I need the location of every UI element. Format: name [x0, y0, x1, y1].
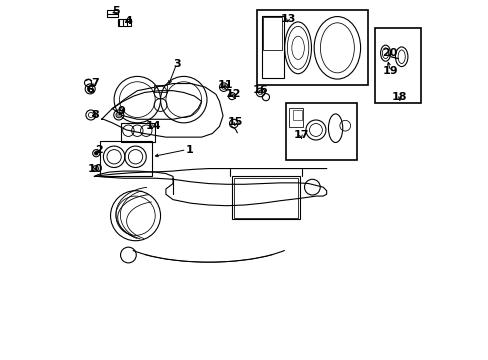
Bar	[292, 110, 301, 120]
Bar	[263, 18, 282, 50]
Bar	[231, 176, 299, 219]
Text: 15: 15	[227, 117, 243, 127]
Text: 18: 18	[391, 92, 407, 102]
Text: 1: 1	[185, 145, 193, 155]
Text: 2: 2	[95, 145, 102, 155]
Bar	[121, 123, 155, 143]
Bar	[100, 141, 151, 176]
Text: 6: 6	[86, 85, 94, 95]
Text: 13: 13	[280, 14, 295, 23]
Text: 3: 3	[172, 59, 180, 69]
Bar	[374, 28, 421, 103]
Text: 8: 8	[91, 110, 99, 120]
Text: 16: 16	[252, 85, 268, 95]
Bar	[154, 85, 166, 92]
Bar	[107, 10, 118, 17]
Text: 9: 9	[117, 107, 125, 116]
Text: 4: 4	[124, 16, 132, 26]
Bar	[261, 16, 283, 78]
Text: 5: 5	[112, 6, 120, 17]
Bar	[285, 103, 356, 160]
Circle shape	[116, 112, 122, 118]
Text: 19: 19	[382, 66, 397, 76]
Text: 12: 12	[225, 89, 240, 99]
Text: 11: 11	[218, 80, 233, 90]
Bar	[233, 178, 298, 217]
Text: 7: 7	[91, 78, 99, 88]
Bar	[118, 18, 131, 26]
Text: 10: 10	[87, 163, 102, 174]
Bar	[257, 10, 367, 85]
Text: 20: 20	[382, 48, 397, 58]
Circle shape	[94, 152, 98, 155]
Text: 14: 14	[145, 121, 161, 131]
Bar	[288, 108, 303, 127]
Text: 17: 17	[293, 130, 308, 140]
